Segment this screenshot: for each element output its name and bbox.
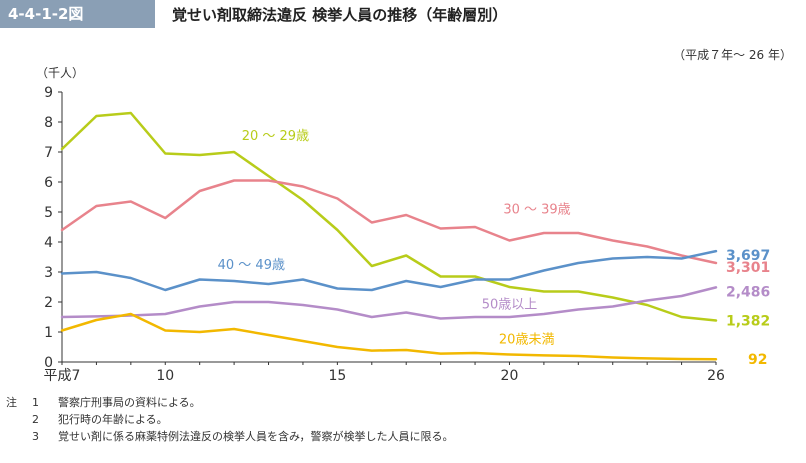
note-number: 1 [32,396,39,409]
note-number: 3 [32,430,39,443]
y-tick-label: 9 [44,85,53,101]
y-tick-label: 8 [44,115,53,131]
series-name-label: 30 ～ 39歳 [503,203,570,218]
series-name-label: 50歳以上 [482,298,538,313]
series-end-value: 3,697 [726,248,770,264]
y-tick-label: 5 [44,205,53,221]
figure-number-badge: 4-4-1-2図 [0,0,155,28]
note-item: 3 覚せい剤に係る麻薬特例法違反の検挙人員を含み，警察が検挙した人員に限る。 [6,428,454,445]
series-end-value: 2,486 [726,284,770,300]
note-head: 注 [6,396,17,409]
note-text: 覚せい剤に係る麻薬特例法違反の検挙人員を含み，警察が検挙した人員に限る。 [58,430,454,443]
series-name-label: 20歳未満 [499,332,555,347]
y-tick-label: 4 [44,235,53,251]
note-item: 注 1 警察庁刑事局の資料による。 [6,394,454,411]
series-line [60,312,718,361]
line-chart: （千人） 0 1 2 3 4 5 6 7 8 9 平成7 10 15 20 26 20 ～ 29歳 30 ～ 39… [36,66,770,384]
series-name-label: 20 ～ 29歳 [242,129,309,144]
notes: 注 1 警察庁刑事局の資料による。 2 犯行時の年齢による。 3 覚せい剤に係る… [6,394,454,445]
x-tick-label: 平成7 [44,368,81,384]
figure-period: （平成７年～ 26 年） [673,48,792,62]
series-line [60,179,718,265]
y-tick-label: 3 [44,265,53,281]
y-tick-label: 6 [44,175,53,191]
series-end-value: 1,382 [726,314,770,330]
note-number: 2 [32,413,39,426]
series-line [60,249,718,292]
x-tick-label: 20 [501,368,519,384]
y-tick-label: 2 [44,295,53,311]
x-tick-label: 26 [707,368,725,384]
note-text: 犯行時の年齢による。 [58,413,168,426]
series-name-label: 40 ～ 49歳 [218,258,285,273]
y-tick-label: 1 [44,325,53,341]
series-line [60,286,718,320]
y-tick-label: 7 [44,145,53,161]
note-text: 警察庁刑事局の資料による。 [58,396,201,409]
figure-title: 覚せい剤取締法違反 検挙人員の推移（年齢層別） [172,6,508,24]
note-item: 2 犯行時の年齢による。 [6,411,454,428]
x-tick-label: 15 [328,368,346,384]
x-tick-label: 10 [156,368,174,384]
series-end-value: 92 [748,352,767,368]
y-axis-label: （千人） [36,66,84,80]
y-tick-label: 0 [44,355,53,371]
series-line [60,111,718,322]
series-end-value: 3,301 [726,260,770,276]
